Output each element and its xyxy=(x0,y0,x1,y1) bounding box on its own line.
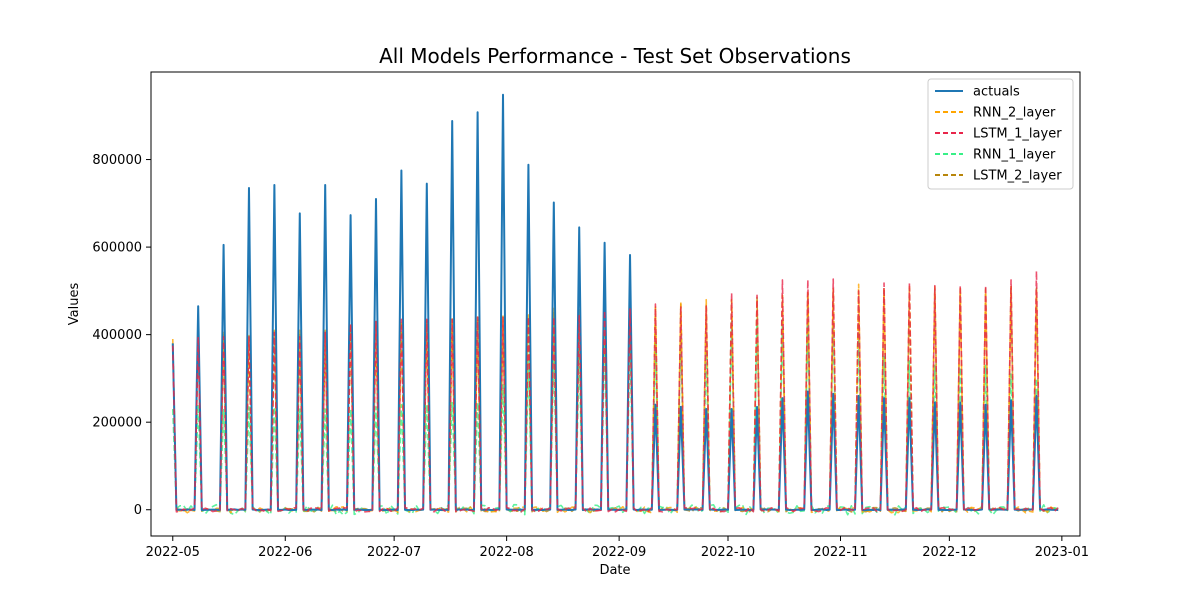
x-tick-label: 2023-01 xyxy=(1035,545,1089,560)
y-axis-label: Values xyxy=(67,283,82,326)
plot-frame xyxy=(150,71,1081,537)
legend-label: RNN_1_layer xyxy=(973,148,1056,163)
legend: actuals RNN_2_layer LSTM_1_layer RNN_1_laye… xyxy=(927,78,1074,190)
y-tick-label: 600000 xyxy=(92,241,142,256)
x-tick-label: 2022-05 xyxy=(146,545,200,560)
x-tick-label: 2022-07 xyxy=(367,545,421,560)
series-line-rnn-1-layer xyxy=(171,318,1059,516)
y-tick-label: 800000 xyxy=(92,153,142,168)
plot-area xyxy=(171,93,1059,516)
series-layer xyxy=(171,93,1059,516)
legend-label: RNN_2_layer xyxy=(973,106,1056,121)
x-tick-label: 2022-08 xyxy=(479,545,533,560)
x-axis: 2022-05 2022-06 2022-07 2022-08 2022-09 2022-… xyxy=(146,536,1089,560)
x-tick-label: 2022-11 xyxy=(813,545,867,560)
legend-label: actuals xyxy=(973,85,1020,100)
legend-label: LSTM_2_layer xyxy=(973,169,1062,184)
x-tick-label: 2022-06 xyxy=(258,545,312,560)
x-tick-label: 2022-12 xyxy=(922,545,976,560)
legend-box xyxy=(927,78,1074,190)
chart-title: All Models Performance - Test Set Observ… xyxy=(379,44,851,68)
y-tick-label: 0 xyxy=(134,503,142,518)
x-tick-label: 2022-09 xyxy=(592,545,646,560)
y-tick-label: 200000 xyxy=(92,416,142,431)
y-tick-label: 400000 xyxy=(92,328,142,343)
y-axis: 0 200000 400000 600000 800000 xyxy=(92,153,151,518)
series-line-actuals xyxy=(171,93,1059,512)
series-line-lstm-1-layer xyxy=(171,270,1059,513)
x-axis-label: Date xyxy=(599,563,630,578)
legend-label: LSTM_1_layer xyxy=(973,127,1062,142)
series-line-rnn-2-layer xyxy=(171,283,1059,514)
series-line-lstm-2-layer xyxy=(171,285,1059,513)
x-tick-label: 2022-10 xyxy=(701,545,755,560)
